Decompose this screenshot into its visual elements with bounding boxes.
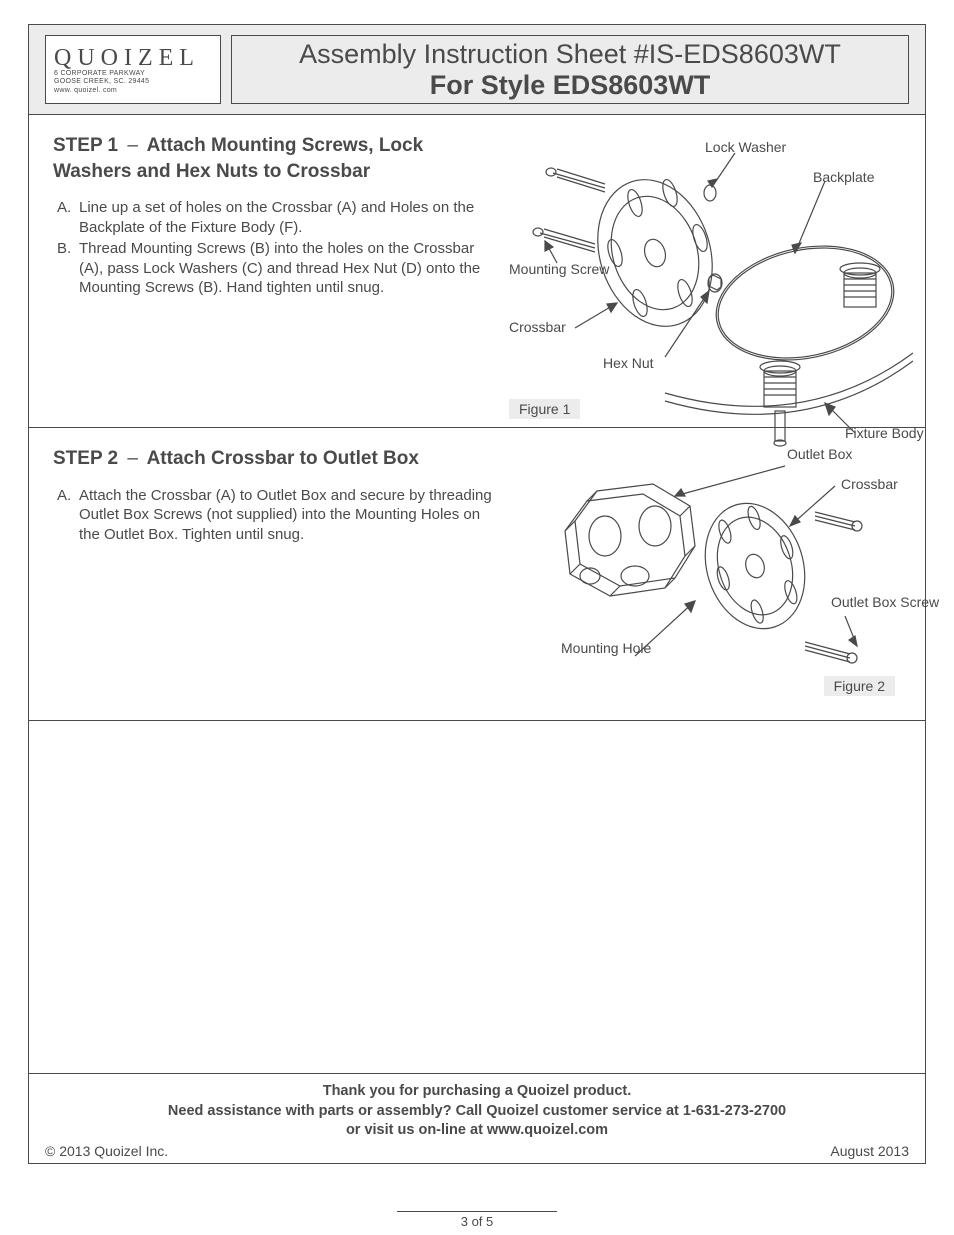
step1-item-a-lbl: A. — [57, 198, 79, 237]
step2-figure-caption: Figure 2 — [824, 676, 895, 696]
logo-brand: QUOIZEL — [54, 46, 212, 70]
step1-title: STEP 1 – Attach Mounting Screws, Lock Wa… — [53, 133, 493, 184]
step1-label: STEP 1 — [53, 135, 118, 156]
step1-box: STEP 1 – Attach Mounting Screws, Lock Wa… — [29, 115, 925, 428]
step1-item-a-txt: Line up a set of holes on the Crossbar (… — [79, 198, 493, 237]
header: QUOIZEL 6 CORPORATE PARKWAY GOOSE CREEK,… — [29, 25, 925, 115]
footer-date: August 2013 — [830, 1143, 909, 1159]
step2-box: STEP 2 – Attach Crossbar to Outlet Box A… — [29, 428, 925, 721]
step1-figure-caption: Figure 1 — [509, 399, 580, 419]
step2-label-crossbar: Crossbar — [841, 476, 898, 492]
step1-figure: Lock Washer Backplate Mounting Screw Cro… — [505, 133, 901, 413]
logo-box: QUOIZEL 6 CORPORATE PARKWAY GOOSE CREEK,… — [45, 35, 221, 104]
footer-visit: or visit us on-line at www.quoizel.com — [45, 1121, 909, 1141]
step1-items: A. Line up a set of holes on the Crossba… — [53, 198, 493, 298]
step2-label-mountinghole: Mounting Hole — [561, 640, 631, 656]
step2-figure: Outlet Box Crossbar Outlet Box Screw Mou… — [505, 446, 901, 706]
footer-thanks: Thank you for purchasing a Quoizel produ… — [45, 1082, 909, 1102]
title-line-2: For Style EDS8603WT — [430, 70, 711, 101]
step1-item-b: B. Thread Mounting Screws (B) into the h… — [57, 239, 493, 298]
step1-text: STEP 1 – Attach Mounting Screws, Lock Wa… — [53, 133, 493, 413]
step1-label-mountingscrew: Mounting Screw — [509, 261, 579, 277]
step2-item-a-lbl: A. — [57, 486, 79, 545]
page-number: 3 of 5 — [397, 1211, 557, 1229]
step2-label: STEP 2 — [53, 448, 118, 469]
step1-label-crossbar: Crossbar — [509, 319, 566, 335]
step1-item-a: A. Line up a set of holes on the Crossba… — [57, 198, 493, 237]
step1-dash: – — [127, 135, 138, 156]
step1-item-b-lbl: B. — [57, 239, 79, 298]
step1-label-backplate: Backplate — [813, 169, 874, 185]
title-box: Assembly Instruction Sheet #IS-EDS8603WT… — [231, 35, 909, 104]
step1-label-lockwasher: Lock Washer — [705, 139, 786, 155]
step2-label-outletbox: Outlet Box — [787, 446, 837, 462]
footer-copyright: © 2013 Quoizel Inc. — [45, 1143, 168, 1159]
step1-item-b-txt: Thread Mounting Screws (B) into the hole… — [79, 239, 493, 298]
step2-item-a: A. Attach the Crossbar (A) to Outlet Box… — [57, 486, 493, 545]
step2-item-a-txt: Attach the Crossbar (A) to Outlet Box an… — [79, 486, 493, 545]
footer-assist: Need assistance with parts or assembly? … — [45, 1102, 909, 1122]
step2-text: STEP 2 – Attach Crossbar to Outlet Box A… — [53, 446, 493, 706]
step2-title: STEP 2 – Attach Crossbar to Outlet Box — [53, 446, 493, 472]
logo-addr-1: 6 CORPORATE PARKWAY — [54, 70, 212, 78]
step2-items: A. Attach the Crossbar (A) to Outlet Box… — [53, 486, 493, 545]
logo-addr-3: www. quoizel. com — [54, 87, 212, 95]
step2-dash: – — [127, 448, 138, 469]
step2-heading: Attach Crossbar to Outlet Box — [147, 448, 419, 469]
step1-label-fixturebody: Fixture Body — [845, 425, 905, 441]
title-line-1: Assembly Instruction Sheet #IS-EDS8603WT — [299, 39, 841, 70]
footer-box: Thank you for purchasing a Quoizel produ… — [29, 1073, 925, 1163]
step1-label-hexnut: Hex Nut — [603, 355, 654, 371]
logo-addr-2: GOOSE CREEK, SC. 29445 — [54, 78, 212, 86]
footer-row: © 2013 Quoizel Inc. August 2013 — [45, 1143, 909, 1159]
step2-label-outletboxscrew: Outlet Box Screw — [831, 594, 911, 610]
